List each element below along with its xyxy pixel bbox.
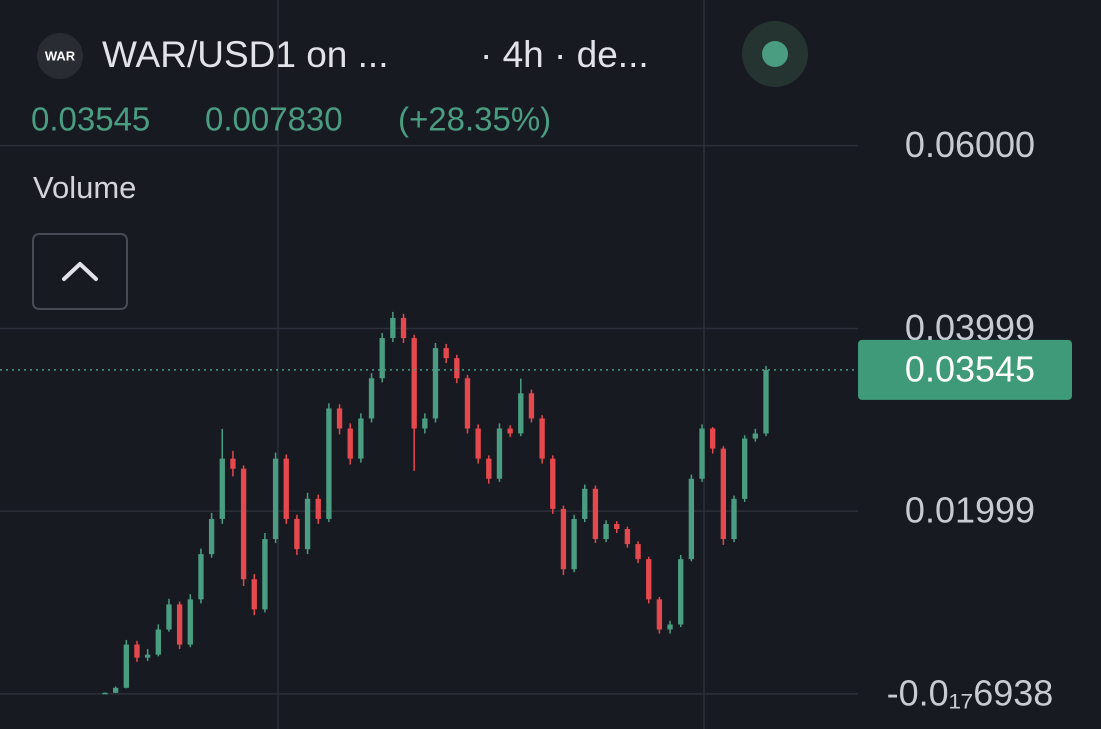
change-pct: (+28.35%) [398,101,551,138]
y-tick-label: -0.0₁₇6938 [887,672,1054,713]
candle-body [614,523,620,530]
candle-body [475,428,481,459]
candle-body [454,358,460,379]
candle-body [411,338,417,429]
candle-body [710,428,716,449]
candle-body [464,378,471,429]
interval: · 4h · de... [480,34,649,75]
candle-body [422,418,428,429]
y-tick-label: 0.01999 [905,490,1035,531]
status-dot [762,41,788,67]
candle-body [336,408,343,429]
candle-body [251,579,257,610]
collapse-button[interactable] [32,233,128,310]
candle-body [294,518,300,550]
candle-body [272,458,279,540]
candle-body [752,433,759,439]
candle-body [742,438,748,499]
candle-body [507,428,513,434]
candle-body [432,348,439,419]
candle-body [102,692,108,695]
candle-body [304,498,311,550]
candle-body [603,523,609,540]
candle-body [720,448,727,540]
candle-body [379,338,385,379]
candle-body [358,418,364,459]
candle-body [144,654,151,658]
candle-body [550,458,556,509]
candle-body [571,518,577,570]
candle-body [763,369,769,434]
indicator-label: Volume [33,170,136,205]
last-price: 0.03545 [31,101,150,138]
candle-body [123,644,129,688]
y-tick-label: 0.06000 [905,124,1035,165]
candle-body [443,348,449,359]
candle-body [582,488,588,519]
candle-body [699,428,705,479]
candle-body [208,518,215,555]
candle-body [134,644,140,658]
candle-body [678,559,684,625]
candle-body [112,687,119,693]
candle-body [667,624,673,630]
candle-body [592,488,599,540]
pair-title: WAR/USD1 on ... [102,34,388,75]
candle-body [155,629,161,655]
candle-body [230,458,236,469]
logo-text: WAR [45,48,76,63]
candle-body [219,458,225,519]
candle-body [496,428,503,479]
candle-body [166,604,172,630]
candle-body [528,393,535,419]
candle-body [326,408,332,519]
header: WAR WAR/USD1 on ... · 4h · de... 0.03545… [31,21,808,310]
candle-body [518,393,524,434]
logo [37,33,83,79]
candle-body [283,458,289,519]
candle-body [656,599,663,630]
candle-body [635,544,641,560]
candle-body [486,458,492,479]
price-label-box [858,339,1072,400]
candle-body [688,478,695,560]
candle-body [646,559,652,600]
candle-body [539,418,545,459]
candle-body [624,529,631,545]
candle-body [731,498,737,540]
candle-body [400,317,407,339]
candle-body [315,498,321,519]
candle-body [560,508,567,570]
candle-body [347,428,353,459]
candle-body [198,554,204,600]
change: 0.007830 [205,101,343,138]
price-label: 0.03545 [905,348,1035,389]
candle-body [262,539,268,610]
candle-body [176,604,183,645]
candle-body [390,317,396,339]
candle-body [368,378,375,419]
candle-body [187,599,193,645]
chevron-icon [62,262,98,281]
candle-body [240,468,247,580]
